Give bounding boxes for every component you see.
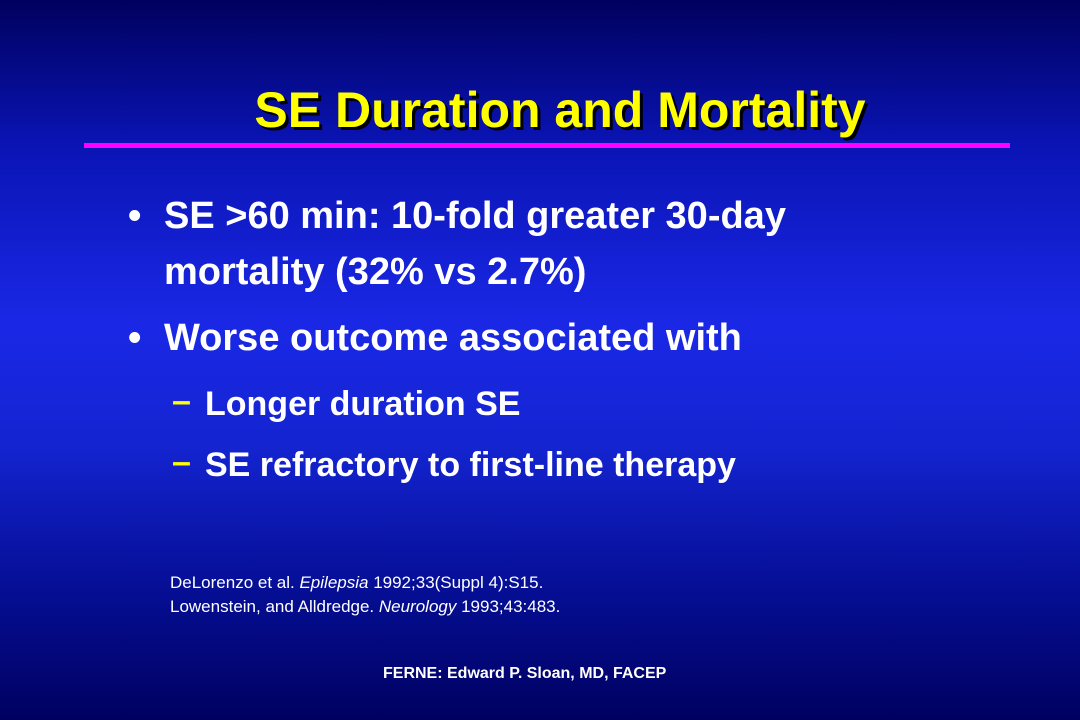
sub-bullet-1: Longer duration SE xyxy=(205,385,521,423)
bullet-1-line-1: SE >60 min: 10-fold greater 30-day xyxy=(164,195,786,237)
reference-journal: Neurology xyxy=(378,597,457,616)
sub-bullet-marker: – xyxy=(172,382,191,420)
reference-citation: 1992;33(Suppl 4):S15. xyxy=(368,573,544,592)
bullet-marker: • xyxy=(128,195,142,237)
sub-bullet-marker: – xyxy=(172,443,191,481)
references: DeLorenzo et al. Epilepsia 1992;33(Suppl… xyxy=(170,571,560,619)
reference-citation: 1993;43:483. xyxy=(456,597,561,616)
bullet-1-line-2: mortality (32% vs 2.7%) xyxy=(164,251,587,293)
sub-bullet-2: SE refractory to first-line therapy xyxy=(205,446,736,484)
reference-2: Lowenstein, and Alldredge. Neurology 199… xyxy=(170,595,560,619)
bullet-marker: • xyxy=(128,317,142,359)
title-underline xyxy=(84,143,1010,148)
slide-title: SE Duration and Mortality xyxy=(254,82,866,138)
bullet-2-line-1: Worse outcome associated with xyxy=(164,317,742,359)
reference-authors: DeLorenzo et al. xyxy=(170,573,300,592)
reference-journal: Epilepsia xyxy=(299,573,369,592)
reference-1: DeLorenzo et al. Epilepsia 1992;33(Suppl… xyxy=(170,571,560,595)
footer-credit: FERNE: Edward P. Sloan, MD, FACEP xyxy=(383,665,667,682)
reference-authors: Lowenstein, and Alldredge. xyxy=(170,597,379,616)
